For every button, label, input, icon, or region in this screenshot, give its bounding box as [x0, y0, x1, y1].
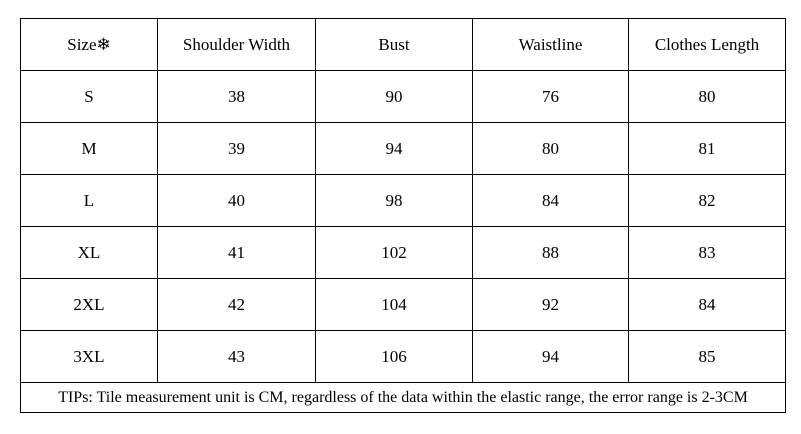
tips-row: TIPs: Tile measurement unit is CM, regar…	[20, 382, 786, 413]
cell-clothes-length: 80	[628, 70, 786, 123]
cell-shoulder-width: 38	[157, 70, 316, 123]
table-row: M 39 94 80 81	[20, 122, 786, 175]
cell-clothes-length: 81	[628, 122, 786, 175]
cell-waistline: 76	[472, 70, 629, 123]
cell-size: 2XL	[20, 278, 158, 331]
header-row: Size❄ Shoulder Width Bust Waistline Clot…	[20, 18, 786, 71]
cell-waistline: 84	[472, 174, 629, 227]
table-row: 3XL 43 106 94 85	[20, 330, 786, 383]
cell-bust: 98	[315, 174, 473, 227]
header-bust: Bust	[315, 18, 473, 71]
cell-waistline: 88	[472, 226, 629, 279]
cell-waistline: 94	[472, 330, 629, 383]
cell-waistline: 80	[472, 122, 629, 175]
header-clothes-length: Clothes Length	[628, 18, 786, 71]
cell-shoulder-width: 41	[157, 226, 316, 279]
cell-shoulder-width: 42	[157, 278, 316, 331]
tips-note: TIPs: Tile measurement unit is CM, regar…	[20, 382, 786, 413]
size-chart-table: Size❄ Shoulder Width Bust Waistline Clot…	[20, 18, 786, 413]
cell-clothes-length: 84	[628, 278, 786, 331]
cell-bust: 106	[315, 330, 473, 383]
cell-clothes-length: 82	[628, 174, 786, 227]
header-shoulder-width: Shoulder Width	[157, 18, 316, 71]
cell-size: XL	[20, 226, 158, 279]
cell-shoulder-width: 43	[157, 330, 316, 383]
cell-size: M	[20, 122, 158, 175]
cell-shoulder-width: 39	[157, 122, 316, 175]
cell-size: L	[20, 174, 158, 227]
table-row: 2XL 42 104 92 84	[20, 278, 786, 331]
table-row: S 38 90 76 80	[20, 70, 786, 123]
cell-bust: 102	[315, 226, 473, 279]
cell-size: S	[20, 70, 158, 123]
table-row: XL 41 102 88 83	[20, 226, 786, 279]
table-row: L 40 98 84 82	[20, 174, 786, 227]
header-size: Size❄	[20, 18, 158, 71]
cell-bust: 94	[315, 122, 473, 175]
cell-clothes-length: 85	[628, 330, 786, 383]
cell-shoulder-width: 40	[157, 174, 316, 227]
cell-clothes-length: 83	[628, 226, 786, 279]
cell-size: 3XL	[20, 330, 158, 383]
cell-bust: 90	[315, 70, 473, 123]
cell-waistline: 92	[472, 278, 629, 331]
cell-bust: 104	[315, 278, 473, 331]
header-waistline: Waistline	[472, 18, 629, 71]
